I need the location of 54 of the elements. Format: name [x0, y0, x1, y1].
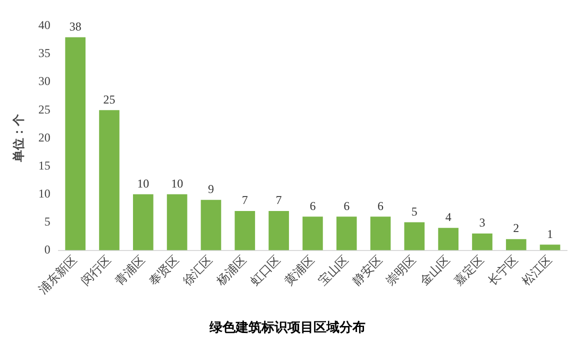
- x-tick-label: 黄浦区: [282, 252, 318, 288]
- data-label: 5: [411, 204, 418, 218]
- bar: [268, 211, 289, 250]
- data-label: 7: [276, 193, 282, 208]
- x-tick-label: 松江区: [519, 252, 554, 288]
- data-label: 25: [103, 92, 116, 106]
- data-label: 7: [242, 193, 248, 208]
- x-tick-label: 静安区: [350, 252, 385, 288]
- y-tick-label: 10: [38, 186, 50, 200]
- x-tick-label: 闵行区: [78, 252, 114, 288]
- y-tick-label: 40: [38, 18, 50, 32]
- bar: [200, 200, 222, 250]
- bar: [65, 37, 86, 250]
- bar: [166, 194, 188, 250]
- y-axis-title: 单位：个: [11, 113, 26, 164]
- data-label: 6: [378, 198, 384, 213]
- bar: [404, 222, 425, 250]
- y-tick-label: 35: [38, 46, 50, 60]
- text: 绿色建筑标识项目区域分布: [208, 320, 366, 335]
- data-label: 10: [137, 176, 150, 190]
- bar: [370, 216, 391, 250]
- data-label: 10: [171, 176, 184, 190]
- bar: [506, 239, 526, 250]
- data-label: 4: [445, 210, 452, 224]
- y-tick-label: 20: [38, 130, 50, 144]
- x-tick-label: 宝山区: [316, 252, 351, 288]
- x-tick-label: 杨浦区: [213, 252, 250, 289]
- x-tick-label: 崇明区: [383, 252, 419, 288]
- data-label: 1: [547, 226, 554, 241]
- bar: [336, 216, 357, 250]
- x-tick-label: 青浦区: [112, 252, 148, 288]
- bar: [234, 211, 256, 250]
- bar: [540, 244, 560, 250]
- y-tick-label: 25: [38, 102, 50, 116]
- y-tick-label: 5: [44, 214, 50, 228]
- bar: [472, 233, 492, 250]
- x-tick-label: 金山区: [417, 252, 453, 288]
- data-label: 6: [310, 198, 316, 213]
- bar: [99, 110, 120, 250]
- y-tick-label: 30: [38, 74, 50, 88]
- x-tick-label: 徐汇区: [180, 252, 216, 288]
- data-label: 9: [208, 182, 214, 196]
- data-label: 3: [479, 216, 486, 230]
- x-tick-label: 虹口区: [248, 252, 284, 288]
- bar: [302, 216, 323, 250]
- bar: [438, 228, 458, 250]
- data-label: 6: [344, 198, 350, 213]
- data-label: 2: [513, 221, 520, 236]
- y-tick-label: 15: [38, 158, 50, 172]
- data-label: 38: [69, 19, 82, 34]
- bar: [132, 194, 154, 250]
- x-tick-label: 长宁区: [485, 252, 520, 288]
- x-tick-label: 奉贤区: [146, 252, 182, 288]
- x-tick-label: 嘉定区: [451, 252, 487, 288]
